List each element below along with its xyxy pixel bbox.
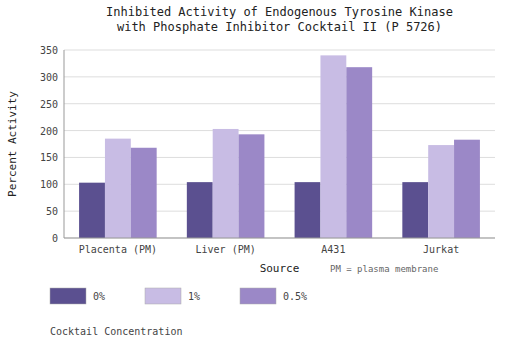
y-tick-label: 250 [40, 99, 58, 110]
chart: Inhibited Activity of Endogenous Tyrosin… [0, 0, 505, 360]
y-tick-label: 50 [46, 206, 58, 217]
bar [346, 67, 372, 238]
background [0, 0, 505, 360]
y-tick-label: 0 [52, 233, 58, 244]
y-tick-label: 200 [40, 126, 58, 137]
legend-title: Cocktail Concentration [50, 326, 182, 337]
x-axis [64, 238, 495, 239]
x-tick-label: A431 [321, 244, 345, 255]
annotation: PM = plasma membrane [330, 264, 438, 274]
bar [454, 140, 480, 238]
bar [131, 148, 157, 238]
grid-line [64, 50, 495, 51]
grid-line [64, 103, 495, 104]
y-tick-label: 150 [40, 152, 58, 163]
title-line: Inhibited Activity of Endogenous Tyrosin… [106, 5, 453, 19]
title-line: with Phosphate Inhibitor Cocktail II (P … [117, 20, 442, 34]
legend-swatch [145, 288, 181, 304]
x-axis-label: Source [260, 262, 300, 275]
bar [79, 183, 105, 238]
y-axis-label: Percent Activity [6, 91, 19, 197]
y-axis [64, 50, 65, 238]
y-tick-label: 300 [40, 72, 58, 83]
bar [320, 55, 346, 238]
y-tick-label: 350 [40, 45, 58, 56]
bar [213, 129, 239, 238]
grid-line [64, 76, 495, 77]
legend-swatch [240, 288, 276, 304]
bar [105, 139, 131, 238]
legend-swatch [50, 288, 86, 304]
legend-label: 0% [93, 291, 105, 302]
grid-line [64, 238, 495, 239]
grid-line [64, 130, 495, 131]
legend-label: 0.5% [283, 291, 307, 302]
legend-label: 1% [188, 291, 200, 302]
bar [187, 182, 213, 238]
bar [295, 182, 321, 238]
legend: 0% 1% 0.5% Cocktail Concentration [50, 288, 307, 337]
x-tick-label: Placenta (PM) [79, 244, 157, 255]
bars [79, 55, 480, 238]
bar [428, 145, 454, 238]
title: Inhibited Activity of Endogenous Tyrosin… [106, 5, 453, 34]
x-tick-label: Jurkat [423, 244, 459, 255]
bar [239, 134, 265, 238]
bar [402, 182, 428, 238]
y-tick-label: 100 [40, 179, 58, 190]
x-tick-label: Liver (PM) [196, 244, 256, 255]
